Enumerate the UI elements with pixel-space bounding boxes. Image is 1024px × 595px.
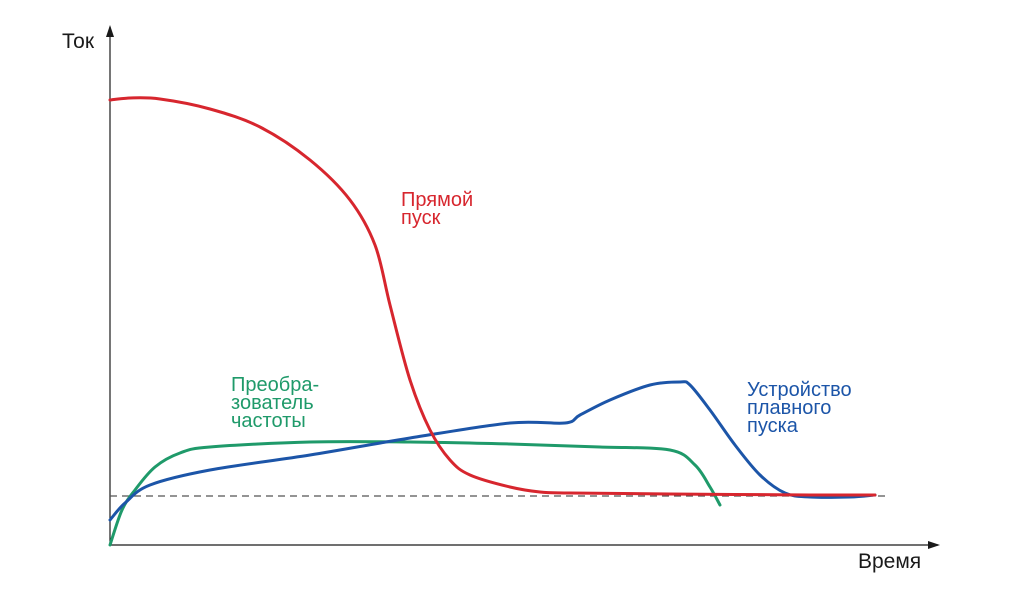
series-line-soft-starter [108, 380, 877, 522]
series-group [108, 96, 877, 547]
series-line-direct-start [108, 96, 877, 497]
x-axis-label: Время [858, 550, 922, 573]
x-axis-arrow [928, 541, 940, 549]
y-axis-label: Ток [62, 30, 95, 53]
axes [106, 25, 940, 549]
series-label-frequency-converter: Преобра- зователь частоты [231, 374, 320, 432]
series-line-frequency-converter [108, 440, 722, 547]
series-label-soft-starter: Устройство плавного пуска [747, 379, 852, 437]
y-axis-arrow [106, 25, 114, 37]
series-label-direct-start: Прямой пуск [401, 189, 474, 229]
